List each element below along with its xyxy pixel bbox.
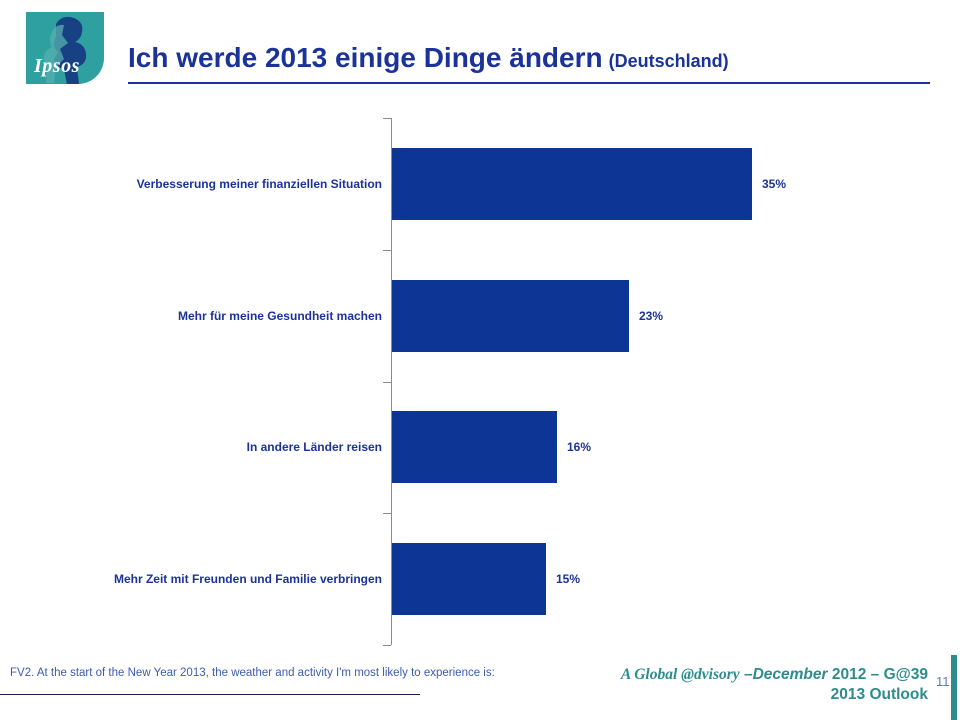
axis-tick	[383, 250, 391, 251]
axis-tick	[383, 118, 391, 119]
value-label: 15%	[556, 572, 581, 586]
credit-text: A Global @dvisory –December 2012 – G@39 …	[508, 665, 928, 705]
axis-tick	[383, 513, 391, 514]
value-label: 35%	[762, 177, 787, 191]
ipsos-logo: Ipsos	[26, 12, 104, 84]
category-label: In andere Länder reisen	[246, 440, 382, 454]
credit-brand: A Global @dvisory	[620, 666, 740, 683]
y-axis-line	[391, 118, 392, 645]
edge-accent-bar	[951, 655, 957, 720]
category-label: Mehr für meine Gesundheit machen	[177, 309, 382, 323]
footnote: FV2. At the start of the New Year 2013, …	[10, 667, 495, 679]
value-label: 23%	[639, 309, 664, 323]
page-subtitle: (Deutschland)	[608, 51, 729, 71]
title-underline	[128, 82, 930, 84]
credit-line2: 2013 Outlook	[830, 686, 928, 703]
axis-tick	[383, 645, 391, 646]
credit-month: –December	[739, 666, 828, 683]
page-number: 11	[936, 674, 950, 689]
title-block: Ich werde 2013 einige Dinge ändern (Deuts…	[128, 42, 729, 74]
category-label: Verbesserung meiner finanziellen Situati…	[136, 177, 382, 191]
axis-tick	[383, 382, 391, 383]
bar	[392, 148, 752, 220]
bar	[392, 411, 557, 483]
value-label: 16%	[567, 440, 592, 454]
bar	[392, 543, 546, 615]
footnote-underline	[0, 694, 420, 695]
bar	[392, 280, 629, 352]
ipsos-figure-icon	[43, 16, 87, 84]
credit-rest: 2012 – G@39	[827, 666, 928, 683]
ipsos-logo-text: Ipsos	[34, 55, 80, 77]
page-title: Ich werde 2013 einige Dinge ändern	[128, 42, 603, 73]
category-label: Mehr Zeit mit Freunden und Familie verbr…	[113, 572, 382, 586]
credit-line1: A Global @dvisory –December 2012 – G@39	[508, 665, 928, 685]
